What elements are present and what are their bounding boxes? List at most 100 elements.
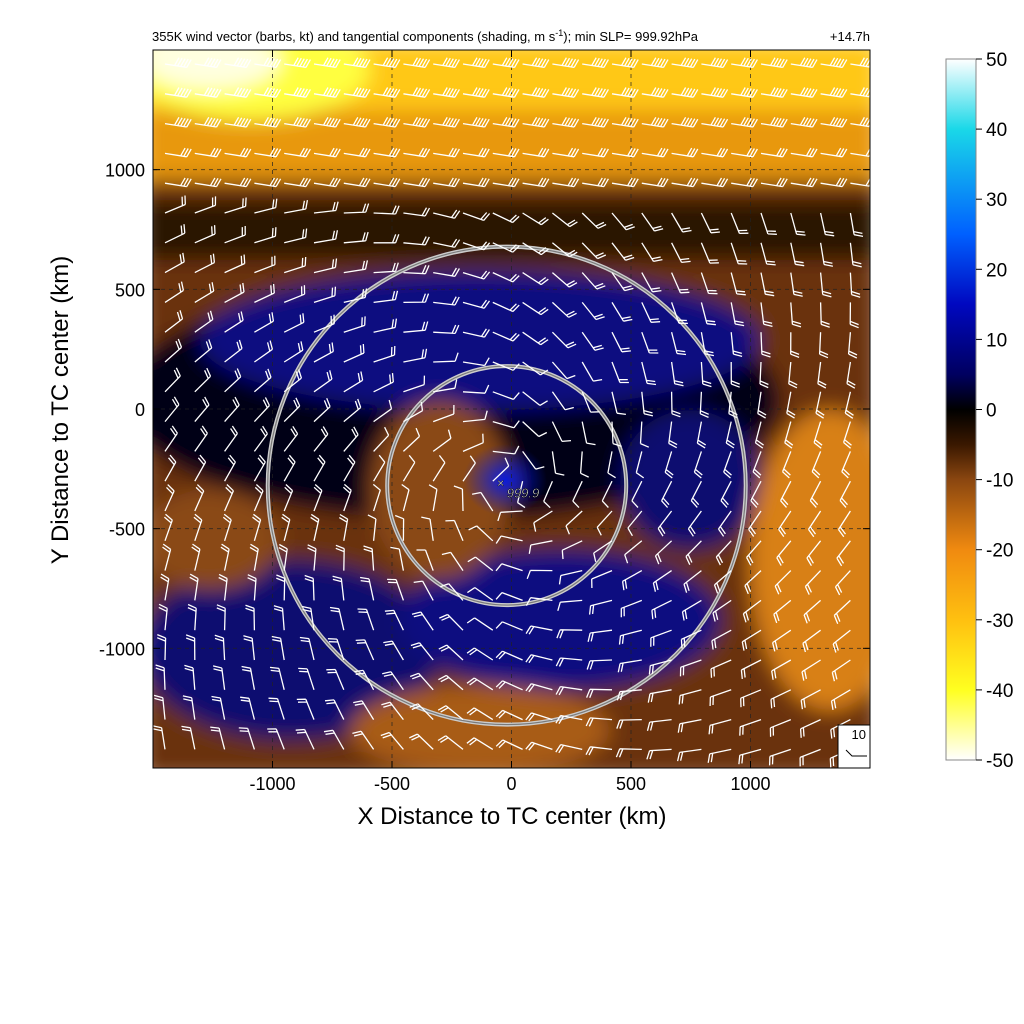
wind-barb [641,272,662,293]
wind-barb [194,116,222,128]
wind-barb [804,570,822,595]
wind-barb [194,454,207,482]
wind-barb [780,480,792,508]
wind-barb [357,608,375,631]
wind-barb [847,332,858,359]
wind-barb [453,485,464,512]
wind-barb [696,421,707,449]
wind-barb [224,339,243,363]
wind-barb [730,242,748,265]
wind-barb [359,576,375,601]
wind-barb [641,331,659,354]
wind-barb [409,703,434,721]
wind-barb [700,212,720,234]
wind-barb [757,391,767,419]
wind-barb [283,425,299,452]
wind-barb [668,421,678,449]
wind-barb [582,147,609,158]
wind-barb [466,647,494,661]
wind-barb [254,283,275,303]
wind-barb [621,570,643,591]
wind-barb [394,514,405,541]
wind-barb [819,272,832,298]
wind-barb [709,689,732,707]
wind-barb [462,328,490,338]
wind-barb [433,238,461,248]
wind-barb [820,147,848,158]
wind-barb [354,669,375,691]
wind-barb [555,685,583,696]
wind-barb [283,341,304,363]
wind-barb [313,314,335,333]
wind-barb [760,302,773,328]
wind-barb [373,57,401,69]
wind-barb [373,318,398,333]
wind-barb [387,578,405,601]
wind-barb [164,310,184,333]
wind-barb [441,551,464,571]
wind-barb [611,177,639,188]
wind-barb [770,689,792,709]
wind-barb [760,212,777,235]
wind-barb [551,212,578,228]
wind-barb [497,510,523,522]
wind-barb [526,569,553,580]
wind-barb [611,147,639,158]
wind-barb [238,727,256,750]
wind-barb [700,272,718,295]
colorbar-tick-label: -50 [986,751,1013,772]
wind-barb [433,324,460,335]
wind-barb [781,451,792,479]
wind-barb [650,629,672,647]
wind-barb [760,177,788,188]
wind-barb [558,569,583,585]
x-axis-label: X Distance to TC center (km) [358,803,667,830]
wind-barb [525,597,553,607]
wind-barb [372,483,381,512]
wind-barb [439,613,464,631]
wind-barb [664,451,674,479]
wind-barbs [153,57,870,768]
wind-barb [768,748,792,766]
wind-barb [585,688,613,698]
wind-barb [533,510,553,532]
wind-barb [194,425,208,452]
wind-barb [671,177,699,188]
wind-barb [189,573,199,601]
wind-barb [555,743,583,754]
wind-barb [253,397,270,423]
colorbar-tick-label: 20 [986,260,1007,281]
wind-barb [715,540,732,566]
wind-barb [462,147,490,158]
wind-barb [801,659,821,681]
wind-barb [445,519,464,542]
wind-barb [409,672,434,691]
wind-barb [252,513,262,541]
plot-area [153,50,870,768]
wind-barb [224,396,240,423]
wind-barb [773,599,792,624]
wind-barb [373,262,399,274]
wind-barb [641,147,669,158]
wind-barb [850,57,870,68]
wind-barb [741,629,762,651]
wind-barb [850,116,870,128]
wind-barb [760,272,775,297]
wind-barb [413,580,434,601]
wind-barb [641,177,669,188]
wind-barb [492,57,520,69]
center-marker-symbol: × [497,476,505,491]
wind-barb [670,332,687,356]
wind-barb [849,302,859,329]
wind-barb [728,391,738,419]
wind-barb [671,87,699,98]
wind-barb [786,391,796,419]
wind-barb [723,451,732,479]
wind-barb [433,87,460,98]
wind-barb [313,201,339,214]
wind-barb [788,361,798,389]
wind-barb [254,255,276,274]
wind-barb [268,697,285,720]
wind-barb [551,301,577,318]
wind-barb [581,421,596,446]
